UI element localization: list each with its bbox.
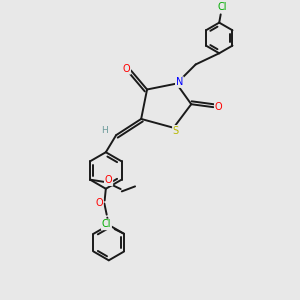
- Text: O: O: [215, 102, 222, 112]
- Text: Cl: Cl: [102, 219, 111, 230]
- Text: O: O: [105, 175, 112, 185]
- Text: N: N: [176, 77, 183, 87]
- Text: O: O: [123, 64, 130, 74]
- Text: S: S: [173, 126, 179, 136]
- Text: H: H: [101, 126, 108, 135]
- Text: Cl: Cl: [218, 2, 227, 12]
- Text: O: O: [95, 199, 103, 208]
